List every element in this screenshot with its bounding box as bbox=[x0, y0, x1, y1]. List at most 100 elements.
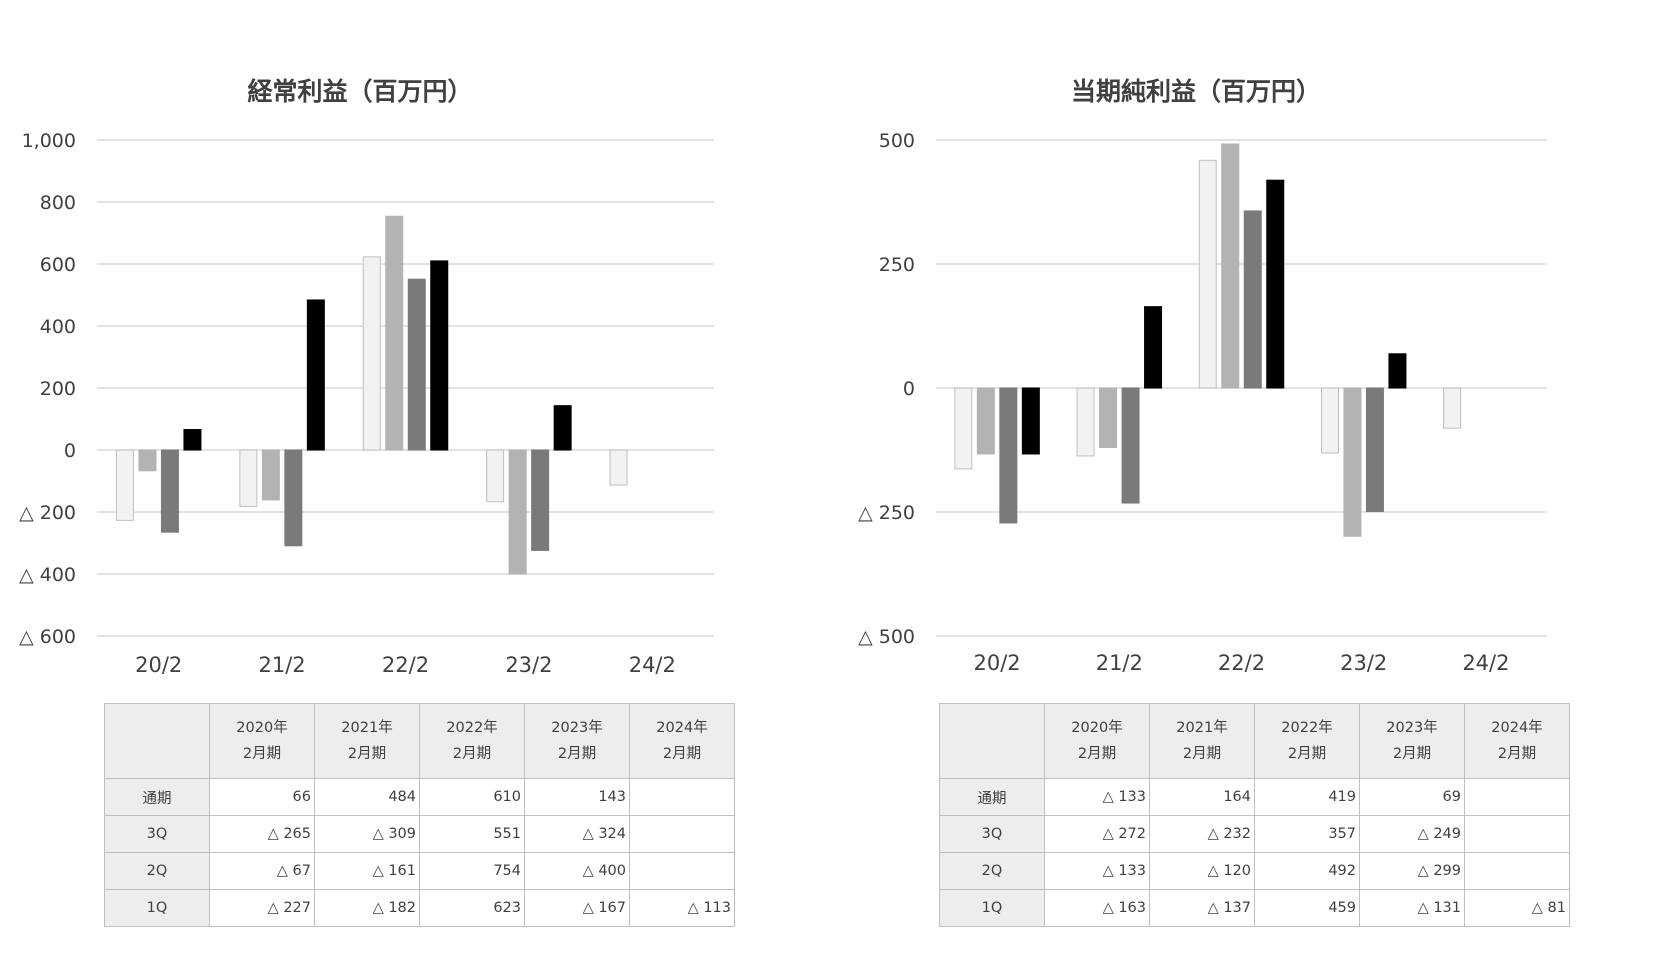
bar-2Q bbox=[1343, 387, 1362, 537]
x-tick-label: 22/2 bbox=[1218, 651, 1265, 675]
y-tick-label: 250 bbox=[879, 254, 915, 276]
column-header-period: 2月期 bbox=[557, 746, 597, 762]
bar-1Q bbox=[239, 449, 258, 507]
table-row: 3Q △ 272 △ 232 357 △ 249 bbox=[939, 815, 1570, 853]
row-label: 3Q bbox=[104, 815, 210, 853]
row-label: 2Q bbox=[939, 852, 1045, 890]
x-tick-label: 20/2 bbox=[135, 653, 182, 677]
row-label: 1Q bbox=[939, 889, 1045, 927]
table-cell: △ 167 bbox=[524, 889, 630, 927]
bar-3Q bbox=[1121, 387, 1140, 504]
column-header-fy2023: 2023年 2月期 bbox=[1359, 703, 1465, 779]
bar-1Q bbox=[1443, 387, 1462, 429]
table-cell: △ 232 bbox=[1149, 815, 1255, 853]
table-cell: 551 bbox=[419, 815, 525, 853]
table-cell: △ 324 bbox=[524, 815, 630, 853]
table-cell: 492 bbox=[1254, 852, 1360, 890]
table-cell: △ 137 bbox=[1149, 889, 1255, 927]
ordinary-profit-chart: 経常利益（百万円） 1,000 800 600 400 200 0 △ 200 △ 400 △ 6… bbox=[19, 77, 714, 677]
table-cell: △ 161 bbox=[314, 852, 420, 890]
table-header-row: 2020年 2月期 2021年 2月期 2022年 2月期 2023年 2月期 2024… bbox=[104, 703, 735, 779]
bar-2Q bbox=[138, 449, 157, 472]
row-label: 通期 bbox=[104, 778, 210, 816]
table-cell: △ 133 bbox=[1044, 778, 1150, 816]
table-cell: △ 120 bbox=[1149, 852, 1255, 890]
bar-1Q bbox=[362, 256, 381, 451]
bar-1Q bbox=[486, 449, 505, 503]
table-corner-cell bbox=[104, 703, 210, 779]
bar-通期 bbox=[553, 405, 572, 451]
column-header-year: 2021年 bbox=[341, 720, 393, 736]
ordinary-profit-table: 2020年 2月期 2021年 2月期 2022年 2月期 2023年 2月期 2024… bbox=[104, 703, 735, 927]
bar-3Q bbox=[1365, 387, 1384, 513]
y-tick-label: △ 600 bbox=[19, 626, 76, 648]
table-row: 3Q △ 265 △ 309 551 △ 324 bbox=[104, 815, 735, 853]
y-tick-label: 0 bbox=[64, 440, 76, 462]
bar-3Q bbox=[1243, 210, 1262, 389]
table-row: 1Q △ 163 △ 137 459 △ 131 △ 81 bbox=[939, 889, 1570, 927]
table-row: 2Q △ 67 △ 161 754 △ 400 bbox=[104, 852, 735, 890]
y-tick-label: 600 bbox=[40, 254, 76, 276]
table-row: 1Q △ 227 △ 182 623 △ 167 △ 113 bbox=[104, 889, 735, 927]
bar-通期 bbox=[1266, 179, 1285, 389]
column-header-fy2021: 2021年 2月期 bbox=[1149, 703, 1255, 779]
y-tick-label: △ 400 bbox=[19, 564, 76, 586]
row-label: 3Q bbox=[939, 815, 1045, 853]
table-cell: △ 227 bbox=[209, 889, 315, 927]
table-cell: 484 bbox=[314, 778, 420, 816]
y-tick-label: △ 250 bbox=[858, 502, 915, 524]
bar-3Q bbox=[531, 449, 550, 551]
table-cell: △ 299 bbox=[1359, 852, 1465, 890]
bar-通期 bbox=[183, 429, 202, 451]
bar-3Q bbox=[160, 449, 179, 533]
row-label: 2Q bbox=[104, 852, 210, 890]
table-cell bbox=[1464, 815, 1570, 853]
column-header-year: 2020年 bbox=[236, 720, 288, 736]
x-tick-label: 23/2 bbox=[505, 653, 552, 677]
column-header-year: 2024年 bbox=[1491, 720, 1543, 736]
net-income-chart: 当期純利益（百万円） 500 250 0 △ 250 △ 500 20/2 21/2 22/2 2… bbox=[858, 77, 1547, 675]
chart-title: 当期純利益（百万円） bbox=[1071, 77, 1321, 106]
column-header-year: 2021年 bbox=[1176, 720, 1228, 736]
table-cell: △ 249 bbox=[1359, 815, 1465, 853]
table-cell: 754 bbox=[419, 852, 525, 890]
y-tick-label: 0 bbox=[903, 378, 915, 400]
table-cell: △ 163 bbox=[1044, 889, 1150, 927]
table-cell: △ 133 bbox=[1044, 852, 1150, 890]
column-header-period: 2月期 bbox=[662, 746, 702, 762]
table-cell: △ 182 bbox=[314, 889, 420, 927]
table-corner-cell bbox=[939, 703, 1045, 779]
column-header-year: 2020年 bbox=[1071, 720, 1123, 736]
column-header-year: 2023年 bbox=[1386, 720, 1438, 736]
bar-通期 bbox=[430, 260, 449, 451]
bar-3Q bbox=[284, 449, 303, 547]
table-cell: 419 bbox=[1254, 778, 1360, 816]
bar-1Q bbox=[115, 449, 134, 521]
y-tick-label: 200 bbox=[40, 378, 76, 400]
bar-1Q bbox=[609, 449, 628, 486]
x-tick-label: 21/2 bbox=[259, 653, 306, 677]
y-tick-label: △ 500 bbox=[858, 626, 915, 648]
row-label: 1Q bbox=[104, 889, 210, 927]
y-tick-label: 400 bbox=[40, 316, 76, 338]
column-header-period: 2月期 bbox=[1497, 746, 1537, 762]
table-cell: 623 bbox=[419, 889, 525, 927]
bar-通期 bbox=[1021, 387, 1040, 455]
table-cell bbox=[1464, 852, 1570, 890]
table-row: 通期 66 484 610 143 bbox=[104, 778, 735, 816]
table-cell: 69 bbox=[1359, 778, 1465, 816]
bar-1Q bbox=[1198, 159, 1217, 389]
table-cell: △ 265 bbox=[209, 815, 315, 853]
column-header-fy2020: 2020年 2月期 bbox=[1044, 703, 1150, 779]
column-header-fy2022: 2022年 2月期 bbox=[1254, 703, 1360, 779]
table-cell: △ 131 bbox=[1359, 889, 1465, 927]
table-header-row: 2020年 2月期 2021年 2月期 2022年 2月期 2023年 2月期 2024… bbox=[939, 703, 1570, 779]
column-header-year: 2024年 bbox=[656, 720, 708, 736]
table-cell: △ 400 bbox=[524, 852, 630, 890]
y-tick-label: △ 200 bbox=[19, 502, 76, 524]
table-cell: 357 bbox=[1254, 815, 1360, 853]
bar-2Q bbox=[385, 215, 404, 451]
column-header-period: 2月期 bbox=[1287, 746, 1327, 762]
x-tick-label: 22/2 bbox=[382, 653, 429, 677]
table-row: 通期 △ 133 164 419 69 bbox=[939, 778, 1570, 816]
